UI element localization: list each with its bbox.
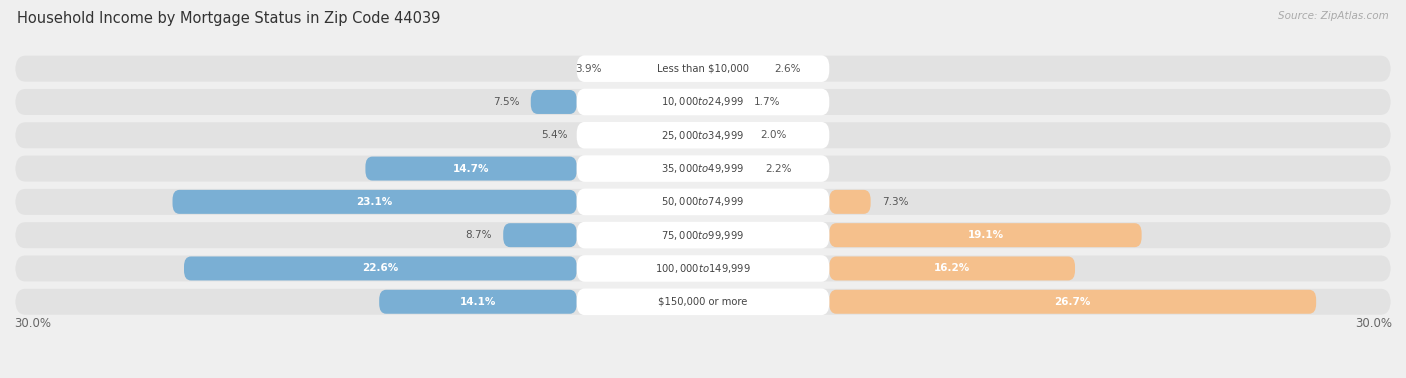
Text: 7.3%: 7.3% <box>882 197 908 207</box>
Text: 1.7%: 1.7% <box>754 97 780 107</box>
FancyBboxPatch shape <box>576 222 830 248</box>
Text: 2.6%: 2.6% <box>775 64 800 74</box>
FancyBboxPatch shape <box>576 189 830 215</box>
Text: $150,000 or more: $150,000 or more <box>658 297 748 307</box>
FancyBboxPatch shape <box>830 223 1142 247</box>
Text: $10,000 to $24,999: $10,000 to $24,999 <box>661 96 745 108</box>
FancyBboxPatch shape <box>576 55 830 82</box>
Text: 22.6%: 22.6% <box>363 263 398 273</box>
Text: Source: ZipAtlas.com: Source: ZipAtlas.com <box>1278 11 1389 21</box>
FancyBboxPatch shape <box>576 155 830 182</box>
Text: 14.7%: 14.7% <box>453 164 489 174</box>
FancyBboxPatch shape <box>576 255 830 282</box>
Text: 30.0%: 30.0% <box>14 317 51 330</box>
FancyBboxPatch shape <box>184 257 576 280</box>
Text: Household Income by Mortgage Status in Zip Code 44039: Household Income by Mortgage Status in Z… <box>17 11 440 26</box>
Text: 16.2%: 16.2% <box>934 263 970 273</box>
FancyBboxPatch shape <box>576 122 830 149</box>
FancyBboxPatch shape <box>173 190 576 214</box>
FancyBboxPatch shape <box>15 189 1391 215</box>
Text: $100,000 to $149,999: $100,000 to $149,999 <box>655 262 751 275</box>
FancyBboxPatch shape <box>15 122 1391 148</box>
FancyBboxPatch shape <box>503 223 576 247</box>
Text: 14.1%: 14.1% <box>460 297 496 307</box>
FancyBboxPatch shape <box>15 89 1391 115</box>
Text: $25,000 to $34,999: $25,000 to $34,999 <box>661 129 745 142</box>
FancyBboxPatch shape <box>531 90 576 114</box>
FancyBboxPatch shape <box>15 156 1391 181</box>
Text: $75,000 to $99,999: $75,000 to $99,999 <box>661 229 745 242</box>
FancyBboxPatch shape <box>576 89 830 115</box>
Text: 30.0%: 30.0% <box>1355 317 1392 330</box>
Text: $50,000 to $74,999: $50,000 to $74,999 <box>661 195 745 208</box>
FancyBboxPatch shape <box>15 56 1391 82</box>
FancyBboxPatch shape <box>380 290 576 314</box>
Text: 7.5%: 7.5% <box>492 97 519 107</box>
FancyBboxPatch shape <box>576 288 830 315</box>
Text: $35,000 to $49,999: $35,000 to $49,999 <box>661 162 745 175</box>
FancyBboxPatch shape <box>15 289 1391 315</box>
Text: 2.0%: 2.0% <box>761 130 787 140</box>
Text: 2.2%: 2.2% <box>765 164 792 174</box>
Text: 19.1%: 19.1% <box>967 230 1004 240</box>
Text: Less than $10,000: Less than $10,000 <box>657 64 749 74</box>
Text: 8.7%: 8.7% <box>465 230 492 240</box>
FancyBboxPatch shape <box>366 156 576 181</box>
FancyBboxPatch shape <box>830 257 1076 280</box>
Text: 5.4%: 5.4% <box>541 130 568 140</box>
FancyBboxPatch shape <box>15 222 1391 248</box>
Text: 26.7%: 26.7% <box>1054 297 1091 307</box>
Text: 3.9%: 3.9% <box>575 64 602 74</box>
Text: 23.1%: 23.1% <box>357 197 392 207</box>
FancyBboxPatch shape <box>15 256 1391 282</box>
FancyBboxPatch shape <box>830 190 870 214</box>
FancyBboxPatch shape <box>830 290 1316 314</box>
